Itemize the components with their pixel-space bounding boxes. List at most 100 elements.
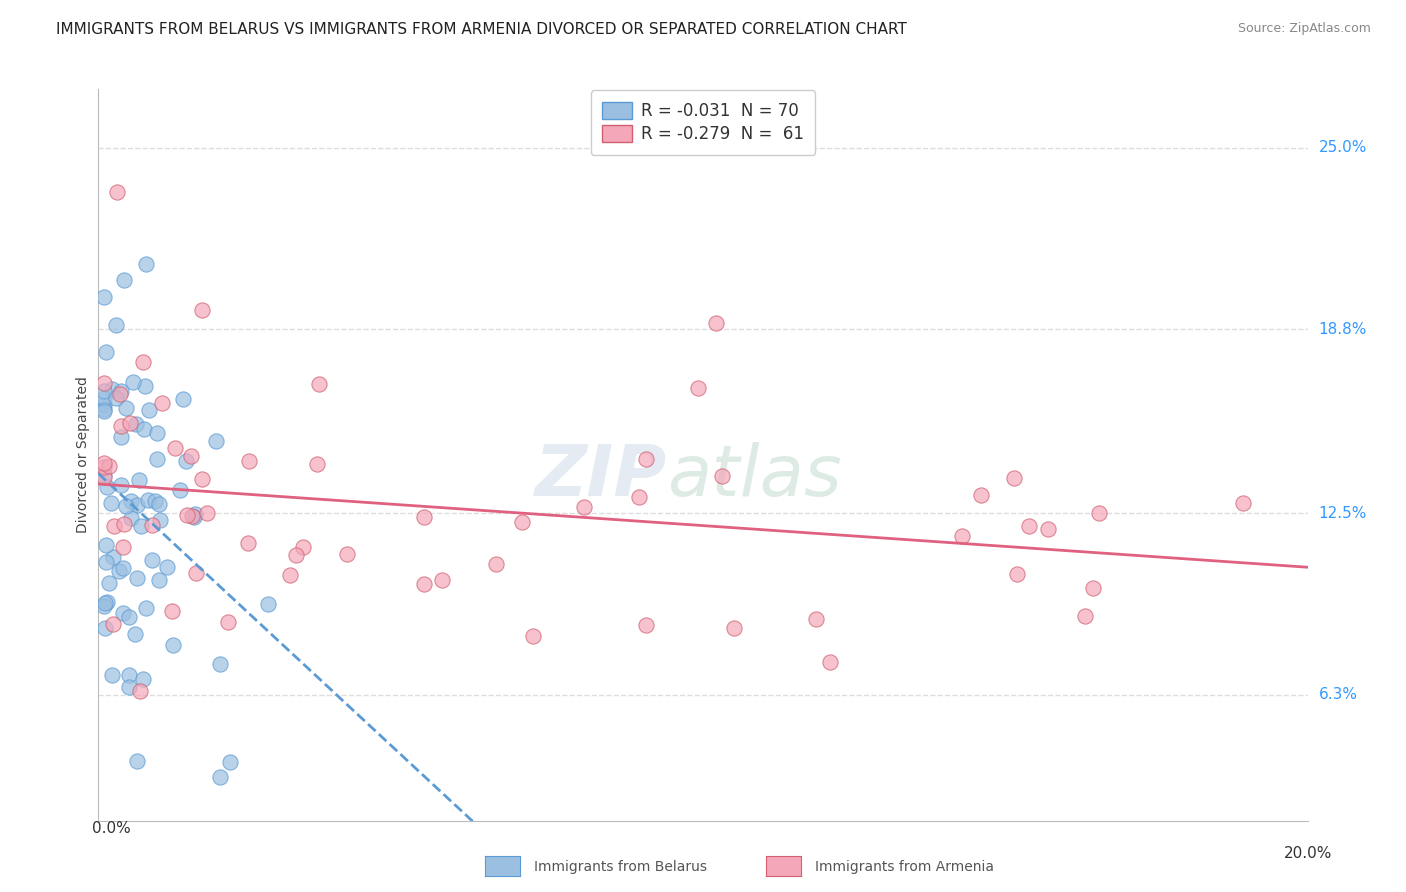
Point <box>704 316 727 330</box>
Point <box>93 398 115 412</box>
Point <box>103 519 125 533</box>
Point <box>688 381 710 395</box>
Text: 12.5%: 12.5% <box>1319 506 1367 521</box>
Point <box>806 612 828 626</box>
Point <box>93 404 115 418</box>
Point <box>146 452 169 467</box>
Point <box>129 683 152 698</box>
Point <box>148 497 170 511</box>
Point <box>134 422 156 436</box>
Text: Immigrants from Armenia: Immigrants from Armenia <box>815 860 994 874</box>
Point <box>93 384 115 398</box>
Point <box>191 472 214 486</box>
Point <box>101 549 124 564</box>
Point <box>195 506 218 520</box>
Point <box>120 494 142 508</box>
Text: IMMIGRANTS FROM BELARUS VS IMMIGRANTS FROM ARMENIA DIVORCED OR SEPARATED CORRELA: IMMIGRANTS FROM BELARUS VS IMMIGRANTS FR… <box>56 22 907 37</box>
Point <box>135 601 157 615</box>
Point <box>291 540 314 554</box>
Point <box>110 430 132 444</box>
Text: atlas: atlas <box>666 442 841 511</box>
Point <box>101 668 124 682</box>
Point <box>110 384 132 398</box>
Point <box>172 392 194 406</box>
Point <box>1002 471 1025 485</box>
Point <box>118 680 141 694</box>
Point <box>162 638 184 652</box>
Point <box>485 558 508 572</box>
Point <box>522 629 544 643</box>
Point <box>430 573 453 587</box>
Point <box>93 391 115 405</box>
Point <box>96 480 118 494</box>
Point <box>115 500 138 514</box>
Point <box>723 621 745 635</box>
Point <box>111 606 134 620</box>
Point <box>94 538 117 552</box>
Point <box>108 564 131 578</box>
Point <box>93 456 115 470</box>
Text: 18.8%: 18.8% <box>1319 322 1367 336</box>
Point <box>125 571 148 585</box>
Point <box>138 493 160 508</box>
Point <box>1018 518 1040 533</box>
Point <box>129 519 152 533</box>
Point <box>238 454 260 468</box>
Point <box>308 376 330 391</box>
Point <box>141 553 163 567</box>
Point <box>256 597 278 611</box>
Text: Immigrants from Belarus: Immigrants from Belarus <box>534 860 707 874</box>
Point <box>98 576 121 591</box>
Point <box>127 754 149 768</box>
Point <box>149 513 172 527</box>
Point <box>183 509 205 524</box>
Point <box>120 511 142 525</box>
Point <box>98 458 121 473</box>
Point <box>93 599 115 613</box>
Point <box>145 425 167 440</box>
Point <box>634 451 657 466</box>
Point <box>128 473 150 487</box>
Point <box>94 345 117 359</box>
Point <box>114 401 136 415</box>
Point <box>93 401 115 416</box>
Point <box>710 468 733 483</box>
Point <box>278 567 301 582</box>
Point <box>105 185 128 199</box>
Point <box>96 595 118 609</box>
Point <box>634 617 657 632</box>
Point <box>510 515 533 529</box>
Point <box>818 655 841 669</box>
Point <box>186 566 208 581</box>
Point <box>112 516 135 531</box>
Point <box>627 491 650 505</box>
Point <box>208 657 231 672</box>
Point <box>111 561 134 575</box>
Point <box>100 496 122 510</box>
Point <box>412 577 434 591</box>
Point <box>94 596 117 610</box>
Point <box>104 391 127 405</box>
Point <box>93 469 115 483</box>
Point <box>218 755 240 769</box>
Text: Source: ZipAtlas.com: Source: ZipAtlas.com <box>1237 22 1371 36</box>
Point <box>138 403 160 417</box>
Y-axis label: Divorced or Separated: Divorced or Separated <box>76 376 90 533</box>
Point <box>94 555 117 569</box>
Point <box>284 548 307 562</box>
Point <box>150 395 173 409</box>
Point <box>1088 506 1111 520</box>
Point <box>217 615 239 629</box>
Text: 6.3%: 6.3% <box>1319 688 1358 702</box>
Point <box>135 257 157 271</box>
Point <box>125 499 148 513</box>
Point <box>970 488 993 502</box>
Point <box>125 417 148 431</box>
Point <box>183 507 205 521</box>
Point <box>93 459 115 474</box>
Point <box>108 387 131 401</box>
Point <box>141 517 163 532</box>
Point <box>148 573 170 587</box>
Point <box>118 668 141 682</box>
Point <box>236 535 259 549</box>
